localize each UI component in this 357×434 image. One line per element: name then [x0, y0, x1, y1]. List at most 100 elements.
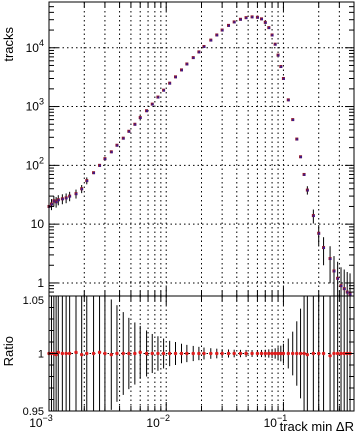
ratio-point: [335, 351, 340, 356]
ratio-y-tick-label: 1: [38, 349, 44, 361]
ratio-point: [67, 351, 72, 356]
data-point-overlay: [221, 29, 224, 32]
ratio-point: [60, 351, 65, 356]
data-point-overlay: [227, 24, 230, 27]
ratio-point: [97, 350, 102, 355]
y-tick-label: 104: [26, 38, 44, 55]
y-axis-label-tracks: tracks: [1, 27, 16, 62]
ratio-y-tick-labels: 0.95 1 1.05: [23, 295, 44, 418]
data-point-overlay: [312, 214, 315, 217]
ratio-point: [250, 351, 254, 356]
y-axis-label-ratio: Ratio: [1, 336, 16, 366]
data-point-overlay: [287, 99, 290, 102]
data-point-overlay: [233, 21, 236, 24]
data-point-overlay: [134, 123, 137, 126]
ratio-point: [295, 351, 299, 356]
data-point-overlay: [268, 27, 271, 30]
y-tick-label: 103: [26, 97, 44, 114]
data-point-overlay: [75, 193, 78, 196]
data-point-overlay: [256, 16, 259, 19]
data-point-overlay: [333, 270, 336, 273]
data-point-overlay: [329, 257, 332, 260]
data-point-overlay: [81, 188, 84, 191]
ratio-point: [127, 351, 131, 356]
ratio-point: [173, 351, 178, 356]
ratio-point: [74, 350, 78, 355]
data-point-overlay: [346, 291, 349, 294]
ratio-point: [273, 351, 277, 356]
data-point-overlay: [306, 189, 309, 192]
data-point-overlay: [163, 89, 166, 92]
data-point-overlay: [151, 103, 154, 106]
data-point-overlay: [192, 57, 195, 60]
x-axis-label: track min ΔR: [280, 419, 354, 434]
data-point-overlay: [239, 18, 242, 21]
data-point-overlay: [318, 232, 321, 235]
data-point-overlay: [92, 172, 95, 175]
ratio-point: [259, 351, 264, 356]
ratio-y-tick-label: 1.05: [23, 295, 44, 307]
data-point-overlay: [274, 43, 277, 46]
ratio-point: [167, 351, 172, 356]
ratio-point: [276, 351, 280, 356]
data-point-overlay: [139, 116, 142, 119]
ratio-point: [150, 351, 154, 356]
ratio-point: [291, 351, 295, 356]
ratio-point: [328, 354, 332, 358]
ratio-point: [255, 351, 260, 356]
data-point-overlay: [251, 16, 254, 19]
ratio-point: [133, 351, 137, 356]
ratio-point: [238, 351, 243, 356]
y-tick-label: 102: [26, 155, 44, 172]
data-point-overlay: [337, 277, 340, 280]
ratio-point: [85, 351, 89, 356]
ratio-point: [215, 351, 219, 356]
ratio-point: [115, 351, 119, 356]
data-point-overlay: [145, 110, 148, 113]
ratio-ticks: [48, 295, 355, 412]
ratio-point: [191, 351, 195, 356]
data-point-overlay: [55, 201, 58, 204]
ratio-panel: 0.95 1 1.05 10−3 10−2 10−1 Ratio track min Δ…: [1, 295, 355, 434]
ratio-point: [156, 351, 160, 356]
ratio-point: [121, 351, 125, 356]
data-point-overlay: [198, 51, 201, 54]
ratio-point: [302, 351, 306, 356]
data-point-overlay: [299, 156, 302, 159]
ratio-y-tick-label: 0.95: [23, 406, 44, 418]
data-point-overlay: [271, 34, 274, 37]
ratio-point: [279, 351, 283, 356]
ratio-point: [161, 351, 166, 356]
ratio-point: [197, 351, 201, 356]
x-tick-label: 10−2: [146, 413, 170, 430]
data-point-overlay: [65, 197, 68, 200]
data-point-overlay: [174, 76, 177, 79]
ratio-point: [305, 352, 310, 357]
main-ticks: [48, 1, 355, 297]
data-point-overlay: [50, 203, 53, 206]
y-tick-label: 10: [31, 217, 45, 231]
ratio-point: [179, 351, 184, 356]
data-point-overlay: [57, 199, 60, 202]
ratio-point: [138, 350, 142, 355]
main-distribution-panel: 1 10 102 103 104 tracks: [1, 1, 355, 297]
ratio-point: [311, 351, 316, 356]
data-point-overlay: [104, 158, 107, 161]
ratio-point: [267, 351, 271, 356]
ratio-point: [144, 351, 149, 356]
data-point-overlay: [280, 65, 283, 68]
ratio-point: [332, 351, 336, 356]
data-point-overlay: [98, 164, 101, 167]
ratio-point: [79, 352, 84, 357]
ratio-point: [317, 351, 321, 356]
data-point-overlay: [264, 21, 267, 24]
ratio-point: [64, 351, 68, 356]
data-point-overlay: [349, 293, 352, 296]
x-tick-labels: 10−3 10−2 10−1: [29, 413, 287, 430]
data-point-overlay: [292, 119, 295, 121]
ratio-point: [281, 351, 286, 356]
data-point-overlay: [210, 39, 213, 42]
data-point-overlay: [186, 63, 189, 66]
ratio-point: [209, 351, 213, 356]
